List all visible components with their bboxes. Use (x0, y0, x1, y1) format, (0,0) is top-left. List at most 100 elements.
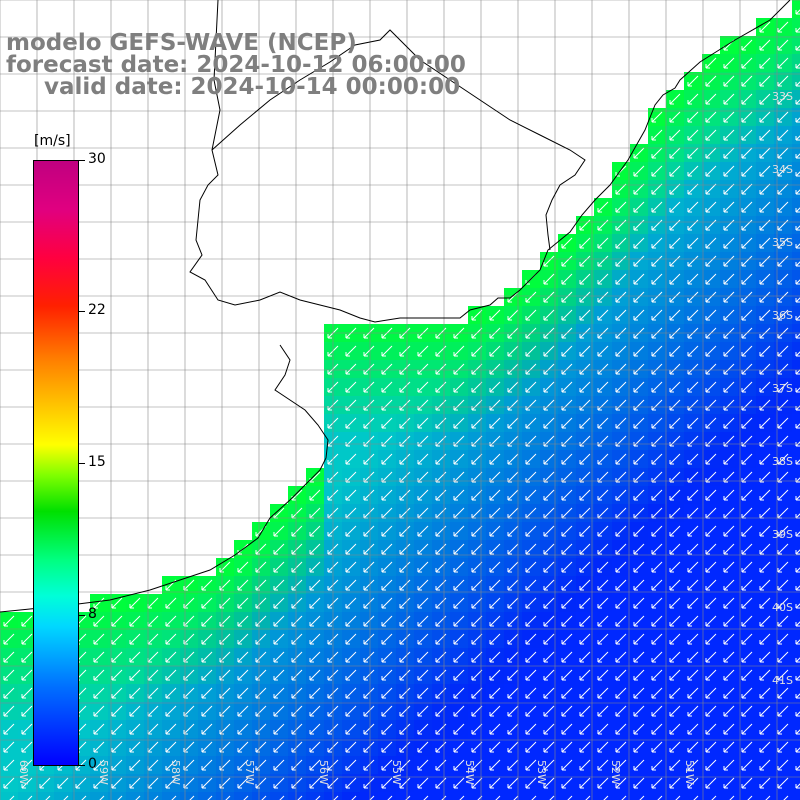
wind-arrow (579, 579, 591, 591)
wind-arrow (201, 669, 213, 681)
wind-arrow (795, 639, 800, 645)
wind-arrow (561, 543, 573, 555)
wind-arrow (795, 27, 800, 33)
wind-arrow (651, 165, 663, 177)
wind-arrow (669, 777, 681, 789)
wind-arrow (777, 453, 789, 465)
wind-arrow (723, 561, 735, 573)
wind-arrow (759, 39, 771, 51)
wind-arrow (417, 741, 429, 753)
wind-arrow (3, 741, 15, 753)
wind-arrow (237, 759, 249, 771)
field-cell (504, 792, 522, 800)
wind-arrow (741, 219, 753, 231)
wind-arrow (273, 615, 285, 627)
wind-arrow (723, 147, 735, 159)
wind-arrow (705, 777, 717, 789)
wind-arrow (165, 669, 177, 681)
wind-arrow (579, 255, 591, 267)
wind-arrow (489, 309, 501, 321)
wind-arrow (741, 777, 753, 789)
wind-arrow (579, 543, 591, 555)
wind-arrow (525, 417, 537, 429)
wind-arrow (543, 741, 555, 753)
wind-arrow (507, 777, 519, 789)
wind-arrow (381, 741, 393, 753)
wind-arrow (723, 723, 735, 735)
wind-arrow (435, 651, 447, 663)
wind-arrow (399, 417, 411, 429)
wind-arrow (597, 471, 609, 483)
wind-arrow (795, 369, 800, 375)
wind-arrow (597, 651, 609, 663)
wind-arrow (795, 333, 800, 339)
title-model: modelo GEFS-WAVE (NCEP) (6, 30, 357, 56)
wind-arrow (669, 345, 681, 357)
field-cell (360, 792, 378, 800)
field-cell (630, 792, 648, 800)
wind-arrow (705, 147, 717, 159)
wind-arrow (687, 633, 699, 645)
field-cell (54, 792, 72, 800)
field-cell (540, 792, 558, 800)
wind-arrow (333, 795, 339, 800)
wind-arrow (363, 615, 375, 627)
field-cell (306, 792, 324, 800)
wind-arrow (795, 405, 800, 411)
wind-arrow (525, 399, 537, 411)
wind-arrow (561, 399, 573, 411)
wind-arrow (687, 723, 699, 735)
wind-arrow (669, 255, 681, 267)
field-cell (792, 180, 800, 198)
lat-label: 36S (772, 309, 793, 322)
field-cell (792, 540, 800, 558)
field-cell (792, 684, 800, 702)
wind-arrow (417, 597, 429, 609)
wind-arrow (543, 291, 555, 303)
wind-arrow (309, 777, 321, 789)
wind-arrow (615, 273, 627, 285)
wind-arrow (795, 423, 800, 429)
wind-arrow (183, 705, 195, 717)
wind-arrow (777, 381, 789, 393)
wind-arrow (579, 363, 591, 375)
wind-arrow (759, 345, 771, 357)
wind-arrow (129, 723, 141, 735)
wind-arrow (543, 543, 555, 555)
wind-arrow (417, 705, 429, 717)
wind-arrow (615, 597, 627, 609)
wind-arrow (507, 759, 519, 771)
wind-arrow (453, 633, 465, 645)
wind-arrow (201, 705, 213, 717)
wind-arrow (453, 651, 465, 663)
wind-arrow (543, 471, 555, 483)
wind-arrow (759, 579, 771, 591)
wind-arrow (417, 687, 429, 699)
wind-arrow (363, 345, 375, 357)
wind-arrow (615, 525, 627, 537)
wind-arrow (21, 687, 33, 699)
wind-arrow (615, 183, 627, 195)
wind-arrow (471, 381, 483, 393)
field-cell (432, 792, 450, 800)
wind-arrow (237, 561, 249, 573)
wind-arrow (255, 579, 267, 591)
field-cell (0, 792, 18, 800)
wind-arrow (723, 471, 735, 483)
colorbar-tick-label: 15 (88, 454, 106, 470)
wind-arrow (759, 93, 771, 105)
wind-arrow (489, 453, 501, 465)
wind-arrow (111, 633, 123, 645)
wind-arrow (579, 291, 591, 303)
wind-arrow (363, 651, 375, 663)
wind-arrow (705, 381, 717, 393)
wind-arrow (549, 795, 555, 800)
wind-arrow (579, 597, 591, 609)
wind-arrow (723, 759, 735, 771)
wind-arrow (651, 741, 663, 753)
field-cell (522, 792, 540, 800)
wind-arrow (417, 633, 429, 645)
wind-arrow (453, 525, 465, 537)
wind-arrow (615, 363, 627, 375)
wind-arrow (111, 597, 123, 609)
